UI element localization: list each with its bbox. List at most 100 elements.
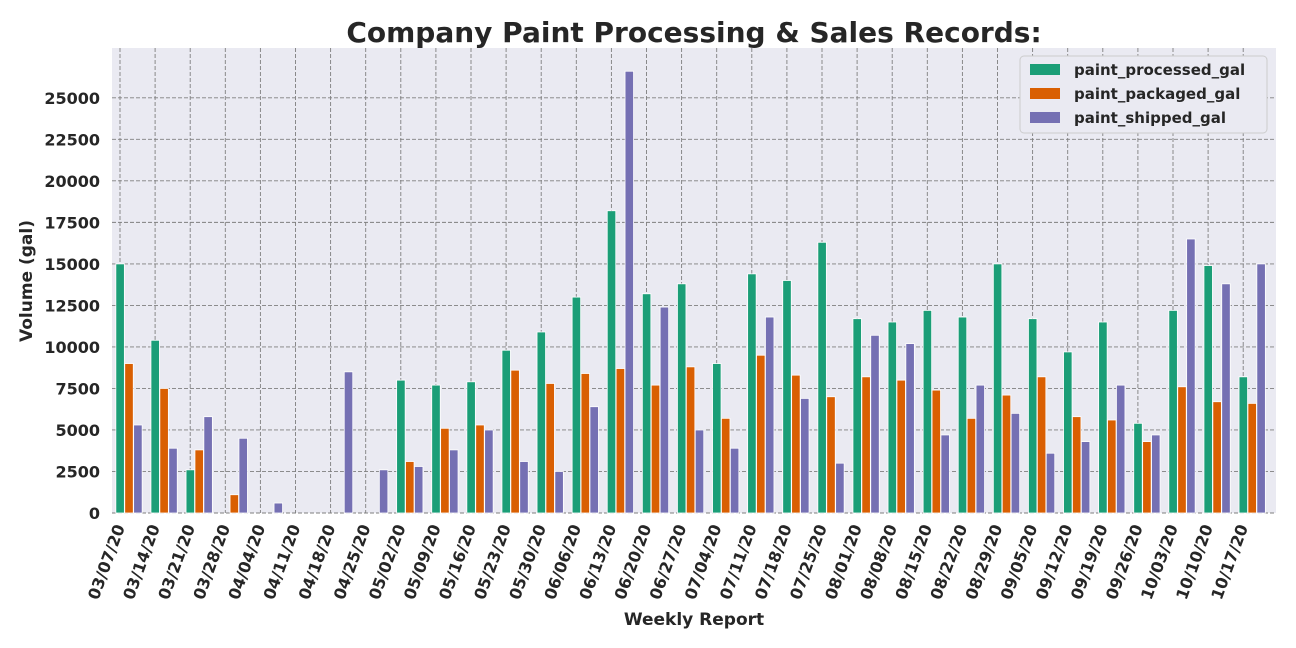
bar-paint_shipped_gal bbox=[835, 462, 845, 514]
bar-paint_shipped_gal bbox=[519, 461, 529, 514]
bar-paint_shipped_gal bbox=[133, 424, 143, 514]
bar-paint_packaged_gal bbox=[510, 369, 520, 514]
bar-paint_packaged_gal bbox=[1107, 419, 1117, 514]
bar-paint_shipped_gal bbox=[1080, 441, 1091, 514]
bar-paint_processed_gal bbox=[1238, 376, 1248, 514]
bar-paint_shipped_gal bbox=[659, 306, 670, 514]
y-tick-label: 15000 bbox=[44, 255, 100, 274]
x-axis-ticks: 03/07/2003/14/2003/21/2003/28/2004/04/20… bbox=[84, 522, 1252, 602]
bar-paint_packaged_gal bbox=[791, 374, 801, 514]
bar-paint_packaged_gal bbox=[931, 389, 941, 514]
bar-paint_processed_gal bbox=[887, 321, 897, 514]
bar-paint_processed_gal bbox=[922, 309, 933, 514]
bar-paint_packaged_gal bbox=[650, 384, 661, 514]
bar-paint_processed_gal bbox=[852, 318, 862, 514]
bar-paint_packaged_gal bbox=[756, 354, 766, 514]
bar-paint_processed_gal bbox=[1203, 265, 1213, 514]
bar-paint_shipped_gal bbox=[273, 502, 283, 514]
bar-paint_packaged_gal bbox=[159, 388, 169, 514]
bar-paint_processed_gal bbox=[501, 349, 511, 514]
legend-box bbox=[1019, 55, 1268, 134]
bar-paint_processed_gal bbox=[641, 293, 652, 514]
bar-paint_packaged_gal bbox=[721, 417, 731, 514]
legend-swatch bbox=[1030, 88, 1060, 99]
y-tick-label: 0 bbox=[89, 504, 100, 523]
bar-paint_processed_gal bbox=[431, 384, 441, 514]
bar-paint_processed_gal bbox=[536, 331, 546, 514]
bar-paint_packaged_gal bbox=[826, 396, 836, 514]
bar-paint_shipped_gal bbox=[1045, 452, 1056, 514]
bar-paint_packaged_gal bbox=[440, 427, 450, 514]
bar-paint_shipped_gal bbox=[975, 384, 985, 514]
bar-paint_processed_gal bbox=[992, 263, 1003, 514]
bar-paint_processed_gal bbox=[1063, 351, 1073, 514]
y-axis-ticks: 0 2500 5000 7500 10000 12500 15000 17500 20000 22… bbox=[44, 89, 100, 523]
y-tick-label: 17500 bbox=[44, 213, 100, 232]
bar-paint_processed_gal bbox=[606, 210, 617, 514]
legend-label: paint_processed_gal bbox=[1074, 61, 1245, 79]
bar-paint_shipped_gal bbox=[694, 429, 705, 514]
bar-paint_packaged_gal bbox=[194, 449, 204, 514]
bar-paint_shipped_gal bbox=[905, 343, 915, 514]
bar-paint_shipped_gal bbox=[378, 469, 389, 514]
bar-paint_packaged_gal bbox=[475, 424, 485, 514]
y-tick-label: 2500 bbox=[55, 462, 100, 481]
bar-paint_shipped_gal bbox=[238, 437, 248, 514]
bar-paint_processed_gal bbox=[466, 381, 476, 514]
bars bbox=[115, 70, 1266, 514]
bar-paint_shipped_gal bbox=[870, 334, 880, 514]
x-axis-label: Weekly Report bbox=[624, 610, 764, 630]
bar-paint_shipped_gal bbox=[168, 447, 178, 514]
bar-paint_shipped_gal bbox=[484, 429, 494, 514]
bar-paint_shipped_gal bbox=[1151, 434, 1161, 514]
bar-paint_packaged_gal bbox=[861, 376, 871, 514]
bar-paint_shipped_gal bbox=[1010, 412, 1021, 514]
bar-paint_packaged_gal bbox=[685, 366, 696, 514]
bar-paint_shipped_gal bbox=[343, 371, 354, 514]
bar-paint_packaged_gal bbox=[545, 383, 555, 514]
bar-paint_processed_gal bbox=[747, 273, 757, 514]
bar-paint_shipped_gal bbox=[554, 471, 564, 514]
bar-paint_shipped_gal bbox=[414, 466, 424, 514]
bar-paint_processed_gal bbox=[1133, 422, 1143, 514]
bar-paint_processed_gal bbox=[1028, 318, 1038, 514]
y-tick-label: 7500 bbox=[55, 379, 100, 398]
bar-paint_processed_gal bbox=[677, 283, 687, 514]
bar-paint_shipped_gal bbox=[449, 449, 459, 514]
legend: paint_processed_gal paint_packaged_galpai… bbox=[1019, 55, 1268, 134]
bar-paint_packaged_gal bbox=[615, 368, 626, 514]
bar-paint_processed_gal bbox=[782, 280, 792, 514]
legend-label: paint_shipped_gal bbox=[1074, 109, 1226, 127]
bar-paint_shipped_gal bbox=[203, 416, 213, 514]
bar-paint_packaged_gal bbox=[229, 494, 239, 514]
bar-paint_processed_gal bbox=[712, 363, 722, 514]
y-tick-label: 10000 bbox=[44, 338, 100, 357]
bar-paint_packaged_gal bbox=[580, 373, 590, 514]
bar-paint_processed_gal bbox=[396, 379, 406, 514]
y-tick-label: 22500 bbox=[44, 130, 100, 149]
bar-paint_processed_gal bbox=[571, 296, 582, 514]
bar-paint_processed_gal bbox=[1168, 309, 1178, 514]
y-tick-label: 5000 bbox=[55, 421, 100, 440]
bar-paint_shipped_gal bbox=[729, 447, 740, 514]
chart-title: Company Paint Processing & Sales Records… bbox=[346, 16, 1041, 49]
bar-paint_shipped_gal bbox=[589, 406, 599, 514]
bar-paint_shipped_gal bbox=[624, 70, 634, 514]
bar-paint_shipped_gal bbox=[1116, 384, 1126, 514]
bar-paint_packaged_gal bbox=[124, 363, 134, 514]
legend-label: paint_packaged_gal bbox=[1074, 85, 1240, 103]
legend-swatch bbox=[1030, 112, 1060, 123]
y-axis-label: Volume (gal) bbox=[17, 220, 37, 342]
bar-paint_processed_gal bbox=[817, 241, 827, 514]
bar-paint_packaged_gal bbox=[1142, 441, 1152, 514]
bar-paint_processed_gal bbox=[115, 263, 125, 514]
bar-paint_processed_gal bbox=[1098, 321, 1108, 514]
bar-paint_shipped_gal bbox=[1256, 263, 1266, 514]
bar-paint_shipped_gal bbox=[1221, 283, 1231, 514]
bar-paint_packaged_gal bbox=[1177, 386, 1187, 514]
bar-paint_processed_gal bbox=[957, 316, 968, 514]
bar-paint_packaged_gal bbox=[896, 379, 906, 514]
y-tick-label: 20000 bbox=[44, 172, 100, 191]
bar-paint_shipped_gal bbox=[1186, 238, 1196, 514]
y-tick-label: 25000 bbox=[44, 89, 100, 108]
